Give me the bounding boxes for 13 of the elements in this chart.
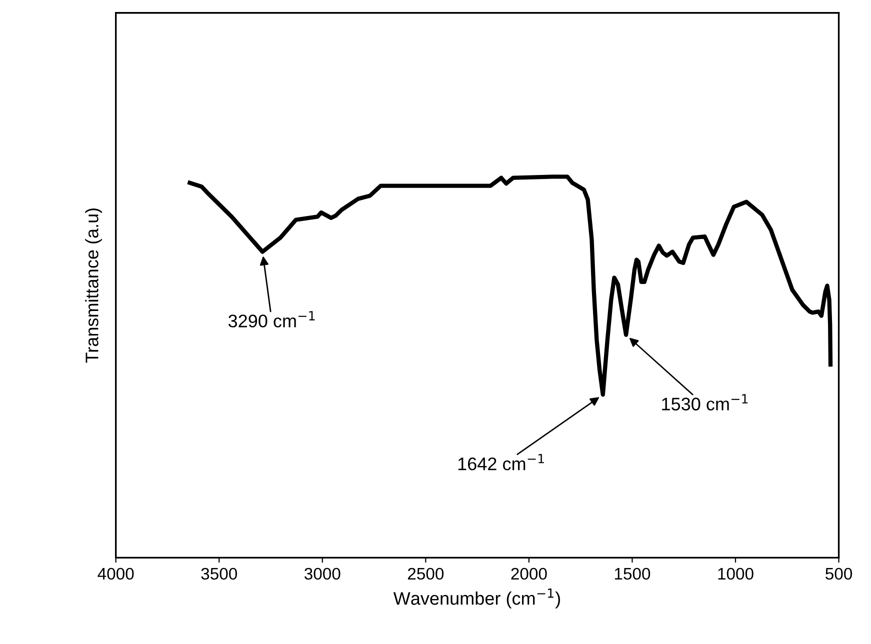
x-tick-label: 2000: [511, 568, 547, 580]
annotation: 1642 cm$^{−1}$: [458, 454, 544, 470]
x-tick-label: 500: [826, 568, 852, 580]
annotation: 3290 cm$^{−1}$: [228, 311, 315, 328]
annotation: 1530 cm$^{−1}$: [662, 394, 748, 410]
x-tick-label: 2500: [408, 568, 444, 580]
x-tick-label: 3000: [304, 568, 340, 580]
x-tick-label: 4000: [98, 568, 134, 580]
x-tick-label: 1500: [614, 568, 650, 580]
x-tick-label: 1000: [718, 568, 754, 580]
y-axis-title: Transmittance (a.u): [85, 208, 102, 363]
x-tick-label: 3500: [201, 568, 238, 580]
x-axis-title: Wavenumber (cm$^{−1}$): [393, 588, 560, 608]
